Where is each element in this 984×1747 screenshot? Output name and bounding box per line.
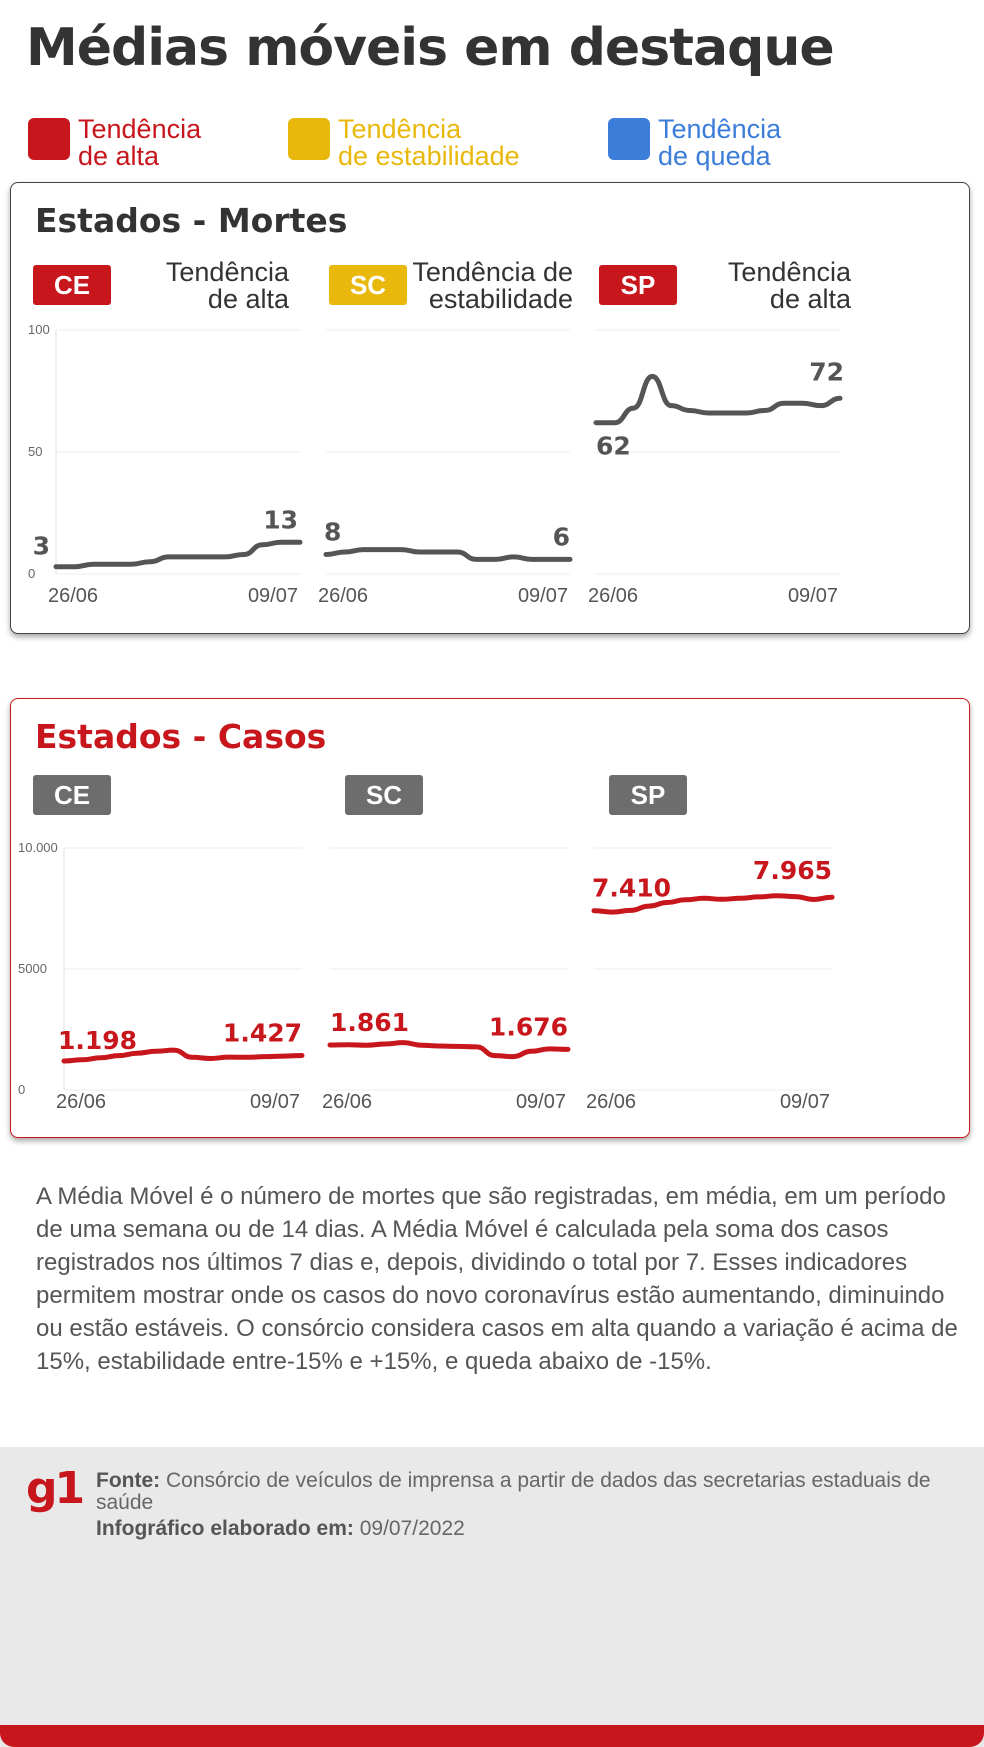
state-badge-ce: CE — [33, 265, 111, 305]
series-line-sp — [591, 893, 835, 915]
trend-label-sp: Tendência de alta — [727, 257, 851, 314]
legend-line2: de alta — [78, 141, 160, 171]
series-line-sc — [323, 547, 573, 562]
state-badge-sp: SP — [599, 265, 677, 305]
start-value-label: 7.410 — [592, 874, 671, 903]
legend-line2: de queda — [658, 141, 771, 171]
end-value-label: 72 — [809, 357, 844, 386]
end-value-label: 13 — [263, 505, 298, 534]
x-tick-label: 09/07 — [516, 1091, 566, 1113]
deaths-panel-title: Estados - Mortes — [35, 201, 348, 240]
x-tick-label: 26/06 — [586, 1091, 636, 1113]
series-line-sc — [327, 1040, 571, 1060]
legend-line1: Tendência — [658, 114, 782, 144]
source-label: Fonte: — [96, 1469, 161, 1492]
y-tick-label: 0 — [18, 1082, 25, 1097]
state-badge-sp: SP — [609, 775, 687, 815]
start-value-label: 62 — [596, 432, 631, 461]
page-title: Médias móveis em destaque — [26, 18, 835, 78]
legend-item-queda: Tendência de queda — [608, 116, 781, 170]
footer-bar — [0, 1725, 984, 1747]
legend-swatch-red — [28, 118, 70, 160]
x-tick-label: 26/06 — [322, 1091, 372, 1113]
x-tick-label: 26/06 — [588, 585, 638, 607]
cases-panel-title: Estados - Casos — [35, 717, 327, 756]
date-value: 09/07/2022 — [359, 1517, 465, 1540]
trend-label-sc: Tendência de estabilidade — [412, 257, 573, 314]
start-value-label: 3 — [33, 532, 50, 561]
legend-line1: Tendência — [338, 114, 462, 144]
footer-text: Fonte: Consórcio de veículos de imprensa… — [96, 1470, 956, 1540]
y-tick-label: 100 — [28, 322, 50, 337]
g1-logo: g1 — [26, 1463, 85, 1514]
x-tick-label: 09/07 — [250, 1091, 300, 1113]
footer — [0, 1447, 984, 1747]
source-text: Consórcio de veículos de imprensa a part… — [96, 1469, 931, 1514]
y-tick-label: 5000 — [18, 961, 47, 976]
x-tick-label: 09/07 — [780, 1091, 830, 1113]
x-tick-label: 09/07 — [248, 585, 298, 607]
end-value-label: 1.676 — [489, 1012, 568, 1041]
series-line-ce — [53, 539, 303, 570]
start-value-label: 1.861 — [330, 1008, 409, 1037]
start-value-label: 1.198 — [58, 1026, 137, 1055]
end-value-label: 6 — [553, 522, 570, 551]
series-line-sp — [593, 373, 843, 426]
y-tick-label: 0 — [28, 566, 35, 581]
legend-item-estabilidade: Tendência de estabilidade — [288, 116, 520, 170]
y-tick-label: 50 — [28, 444, 42, 459]
state-badge-sc: SC — [329, 265, 407, 305]
state-badge-sc: SC — [345, 775, 423, 815]
end-value-label: 1.427 — [223, 1018, 302, 1047]
x-tick-label: 26/06 — [48, 585, 98, 607]
cases-panel: Estados - Casos CE SC SP — [10, 698, 970, 1138]
legend-item-alta: Tendência de alta — [28, 116, 201, 170]
trend-label-ce: Tendência de alta — [165, 257, 289, 314]
series-line-ce — [61, 1047, 305, 1064]
x-tick-label: 09/07 — [788, 585, 838, 607]
start-value-label: 8 — [324, 517, 341, 546]
date-label: Infográfico elaborado em: — [96, 1517, 354, 1540]
y-tick-label: 10.000 — [18, 840, 58, 855]
legend-swatch-blue — [608, 118, 650, 160]
legend-swatch-yellow — [288, 118, 330, 160]
x-tick-label: 09/07 — [518, 585, 568, 607]
x-tick-label: 26/06 — [56, 1091, 106, 1113]
x-tick-label: 26/06 — [318, 585, 368, 607]
state-badge-ce: CE — [33, 775, 111, 815]
legend-line2: de estabilidade — [338, 141, 520, 171]
explanation-text: A Média Móvel é o número de mortes que s… — [36, 1183, 958, 1375]
end-value-label: 7.965 — [753, 856, 832, 885]
legend-line1: Tendência — [78, 114, 202, 144]
